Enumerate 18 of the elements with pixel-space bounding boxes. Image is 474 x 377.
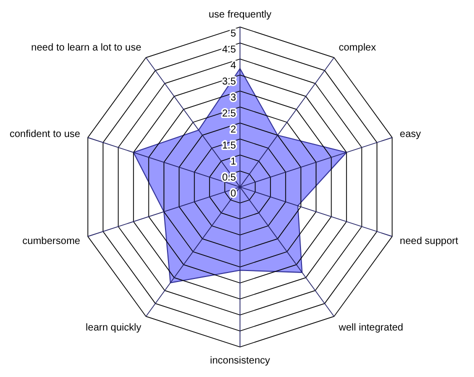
spoke-label: use frequently <box>208 10 272 20</box>
spoke-label: need to learn a lot to use <box>31 42 142 54</box>
spoke-label: easy <box>400 129 421 140</box>
spoke-label: cumbersome <box>22 236 81 247</box>
spoke-label: confident to use <box>10 129 81 140</box>
spoke-label: complex <box>338 42 376 54</box>
y-tick-label: 5 <box>230 28 236 40</box>
y-tick-label: 4.5 <box>222 44 236 56</box>
y-tick-label: 1.5 <box>222 140 236 152</box>
y-tick-label: 1 <box>230 156 236 168</box>
y-tick-label: 4 <box>230 60 236 72</box>
spoke-label: inconsistency <box>210 356 270 366</box>
y-tick-label: 2.5 <box>222 108 236 120</box>
spoke-label: learn quickly <box>86 322 142 334</box>
y-tick-label: 3 <box>230 92 236 104</box>
spoke-label: well integrated <box>338 322 404 334</box>
spoke-label: need support <box>400 236 458 247</box>
y-tick-label: 2 <box>230 124 236 136</box>
